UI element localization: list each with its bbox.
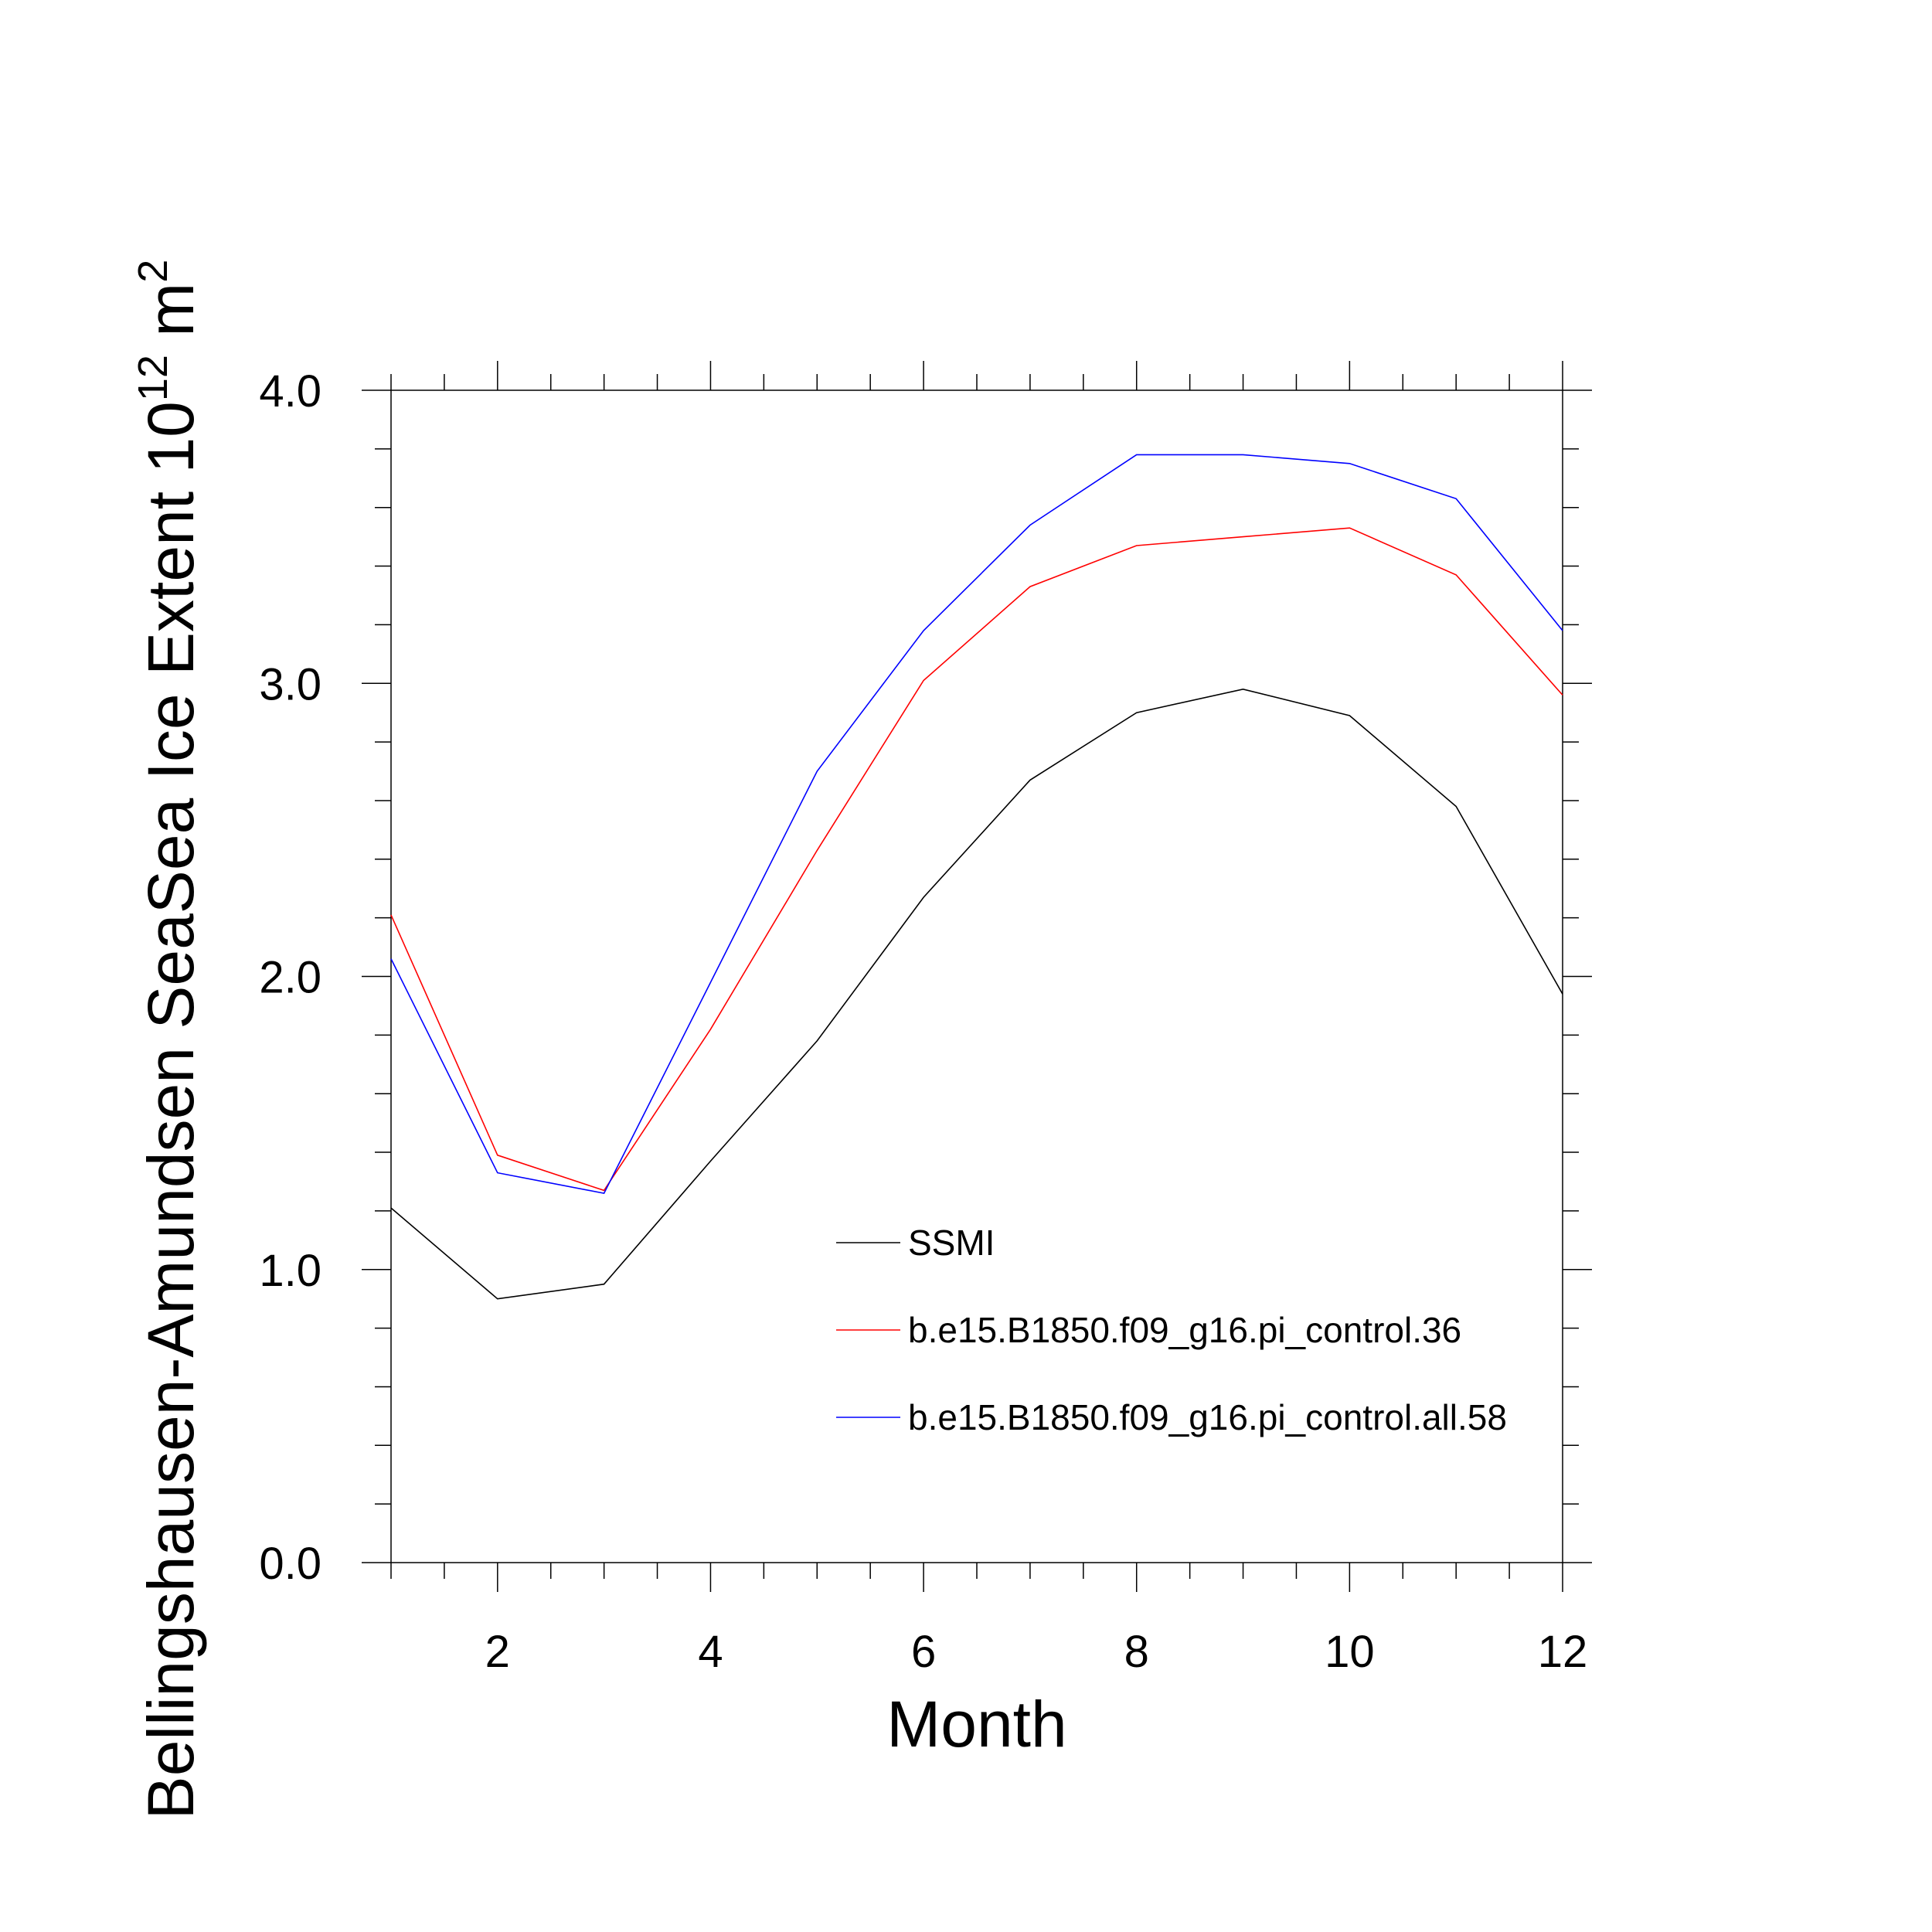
legend-label-2: b.e15.B1850.f09_g16.pi_control.36	[908, 1310, 1461, 1350]
x-tick-label: 12	[1538, 1627, 1588, 1677]
x-tick-label: 8	[1124, 1627, 1149, 1677]
y-tick-label: 3.0	[259, 659, 321, 709]
y-tick-label: 2.0	[259, 953, 321, 1003]
y-axis-title-text: Bellingshausen-Amundsen SeaSea Ice Exten…	[130, 260, 207, 1820]
y-tick-label: 4.0	[259, 366, 321, 417]
y-tick-label: 0.0	[259, 1539, 321, 1589]
series-line-2	[390, 527, 1563, 1192]
legend-label-3: b.e15.B1850.f09_g16.pi_control.all.58	[908, 1397, 1507, 1437]
y-axis-title-exponent: 12	[130, 355, 176, 401]
x-tick-label: 2	[485, 1627, 510, 1677]
series-line-1	[390, 688, 1563, 1300]
y-axis-title-unit-exponent: 2	[130, 260, 176, 283]
y-axis-title: Bellingshausen-Amundsen SeaSea Ice Exten…	[130, 260, 207, 1820]
y-tick-label: 1.0	[259, 1246, 321, 1296]
legend-label-1: SSMI	[908, 1223, 995, 1263]
series-line-3	[390, 454, 1563, 1194]
x-axis-title: Month	[886, 1688, 1066, 1760]
y-axis-title-main: Bellingshausen-Amundsen SeaSea Ice Exten…	[134, 401, 207, 1819]
x-tick-label: 6	[911, 1627, 936, 1677]
x-tick-label: 4	[698, 1627, 723, 1677]
y-axis-title-unit: m	[134, 283, 207, 355]
plot-frame	[390, 389, 1563, 1563]
x-tick-label: 10	[1325, 1627, 1375, 1677]
